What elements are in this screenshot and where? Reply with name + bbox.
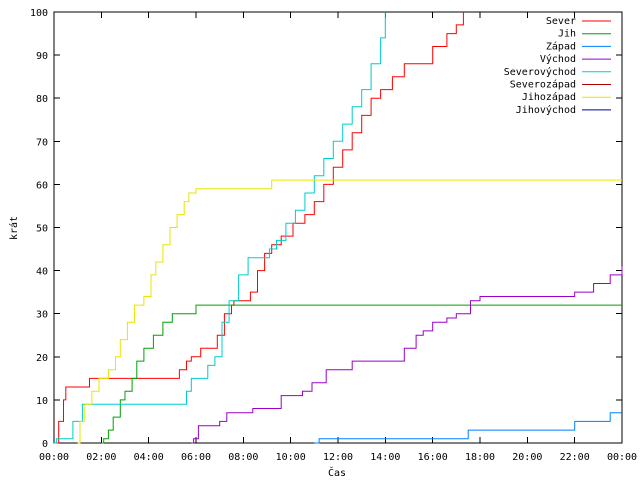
x-tick-label: 04:00 <box>134 452 164 463</box>
x-axis-label: Čas <box>328 466 346 479</box>
y-tick-label: 0 <box>42 439 48 450</box>
legend-label-jih: Jih <box>558 29 576 40</box>
x-tick-label: 16:00 <box>418 452 448 463</box>
y-tick-label: 80 <box>36 94 48 105</box>
legend-label-severovychod: Severovýchod <box>504 66 576 78</box>
y-tick-label: 90 <box>36 51 48 62</box>
y-tick-label: 10 <box>36 396 48 407</box>
y-tick-label: 60 <box>36 180 48 191</box>
series-line-jih <box>101 304 622 444</box>
x-tick-label: 20:00 <box>512 452 542 463</box>
legend-label-zapad: Západ <box>546 40 576 52</box>
x-tick-label: 18:00 <box>465 452 495 463</box>
axis-ticks: 00:00 02:00 04:00 06:00 08:00 10:00 12:00 14:00… <box>30 8 637 463</box>
series-lines <box>54 12 623 444</box>
y-tick-label: 40 <box>36 267 48 278</box>
x-tick-label: 06:00 <box>181 452 211 463</box>
legend-label-jihovychod: Jihovýchod <box>516 104 576 116</box>
series-line-sever <box>54 12 464 444</box>
series-line-severovychod <box>54 12 386 444</box>
legend: Sever JihZápadVýchodSeverovýchodSeverozáp… <box>504 16 611 116</box>
x-tick-label: 10:00 <box>276 452 306 463</box>
y-tick-label: 70 <box>36 137 48 148</box>
x-tick-label: 22:00 <box>560 452 590 463</box>
series-line-vychod <box>191 266 623 444</box>
legend-label-severozapad: Severozápad <box>510 79 576 91</box>
y-axis-label: krát <box>8 216 20 240</box>
y-tick-label: 50 <box>36 224 48 235</box>
series-line-zapad <box>314 412 622 444</box>
x-tick-label: 14:00 <box>370 452 400 463</box>
x-tick-label: 08:00 <box>228 452 258 463</box>
series-line-jihozapad <box>77 179 622 444</box>
x-tick-label: 00:00 <box>607 452 637 463</box>
y-tick-label: 30 <box>36 310 48 321</box>
x-tick-label: 02:00 <box>86 452 116 463</box>
x-tick-label: 12:00 <box>323 452 353 463</box>
legend-label-jihozapad: Jihozápad <box>522 91 576 103</box>
legend-label-sever: Sever <box>546 16 576 27</box>
x-tick-label: 00:00 <box>39 452 69 463</box>
y-tick-label: 20 <box>36 353 48 364</box>
y-tick-label: 100 <box>30 8 48 19</box>
legend-label-vychod: Východ <box>540 53 576 65</box>
